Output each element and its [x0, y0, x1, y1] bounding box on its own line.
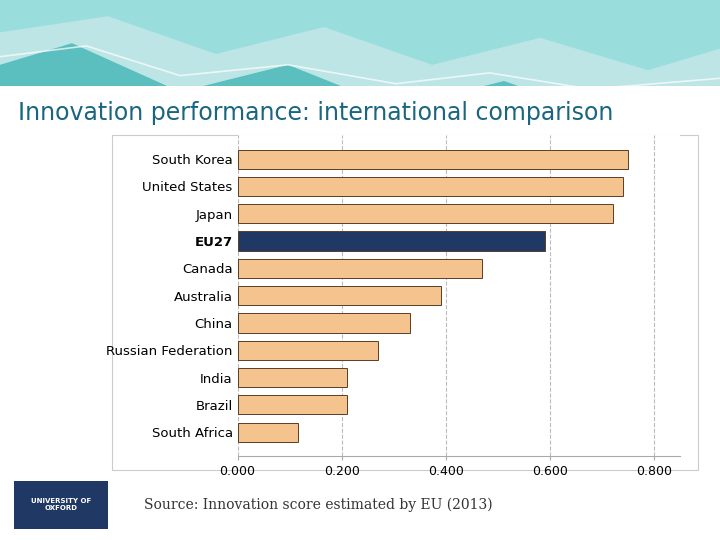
- FancyBboxPatch shape: [14, 481, 108, 529]
- Text: Source: Innovation score estimated by EU (2013): Source: Innovation score estimated by EU…: [144, 498, 492, 512]
- Bar: [238, 423, 297, 442]
- Bar: [238, 313, 410, 333]
- Bar: [238, 368, 347, 387]
- Polygon shape: [0, 0, 720, 70]
- Bar: [238, 395, 347, 414]
- Polygon shape: [0, 0, 720, 119]
- Bar: [238, 150, 629, 168]
- Polygon shape: [0, 86, 720, 540]
- FancyBboxPatch shape: [112, 135, 698, 470]
- Text: UNIVERSITY OF
OXFORD: UNIVERSITY OF OXFORD: [31, 498, 91, 511]
- Bar: [238, 204, 613, 224]
- Polygon shape: [0, 0, 720, 119]
- Text: Innovation performance: international comparison: Innovation performance: international co…: [18, 102, 613, 125]
- Bar: [238, 177, 623, 196]
- Bar: [238, 232, 545, 251]
- Bar: [238, 259, 482, 278]
- Bar: [238, 341, 378, 360]
- Bar: [238, 286, 441, 305]
